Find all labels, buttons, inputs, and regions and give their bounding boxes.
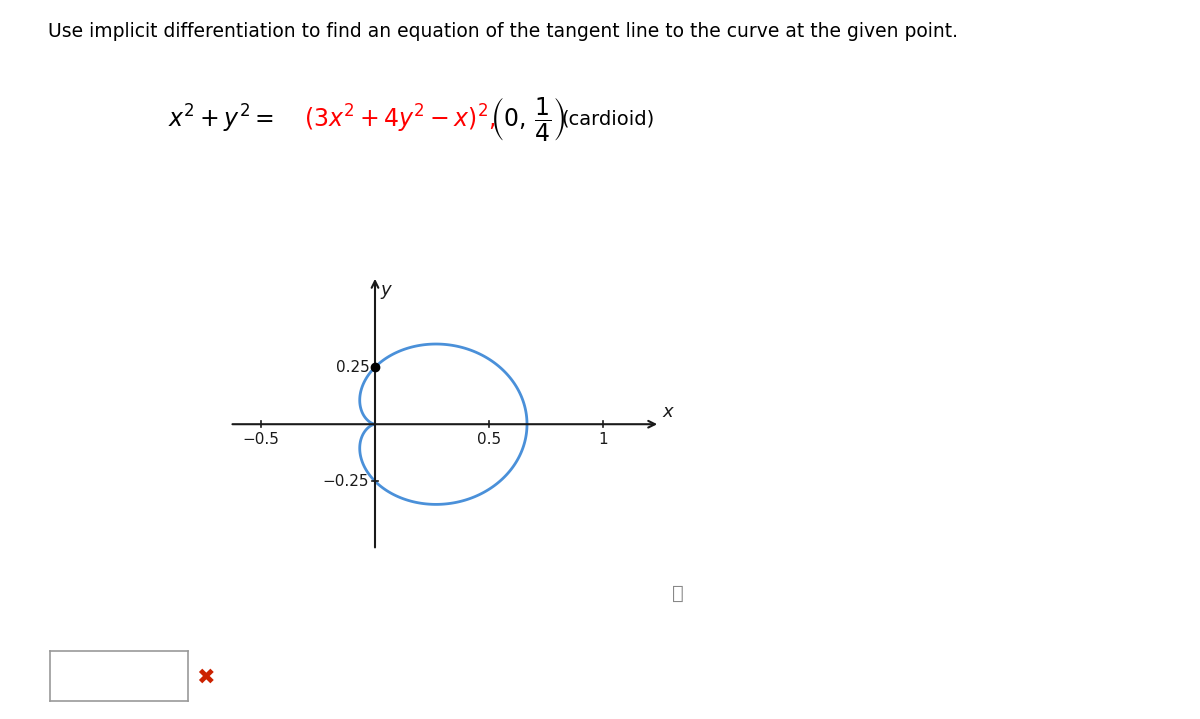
Text: $\left(0,\,\dfrac{1}{4}\right)$: $\left(0,\,\dfrac{1}{4}\right)$: [490, 95, 565, 142]
Text: (cardioid): (cardioid): [562, 109, 655, 128]
Text: y: y: [380, 280, 391, 298]
Text: $(3x^2 + 4y^2 - x)^2,$: $(3x^2 + 4y^2 - x)^2,$: [304, 103, 496, 134]
Text: 0.25: 0.25: [336, 360, 370, 375]
Text: ⓘ: ⓘ: [672, 584, 684, 603]
Text: x: x: [662, 403, 673, 421]
Text: $x^2 + y^2 = $: $x^2 + y^2 = $: [168, 103, 274, 134]
Text: ✖: ✖: [196, 667, 215, 687]
Text: −0.5: −0.5: [242, 432, 280, 447]
Text: 1: 1: [598, 432, 608, 447]
Text: −0.25: −0.25: [323, 474, 370, 489]
Text: Use implicit differentiation to find an equation of the tangent line to the curv: Use implicit differentiation to find an …: [48, 22, 958, 40]
Text: 0.5: 0.5: [476, 432, 502, 447]
